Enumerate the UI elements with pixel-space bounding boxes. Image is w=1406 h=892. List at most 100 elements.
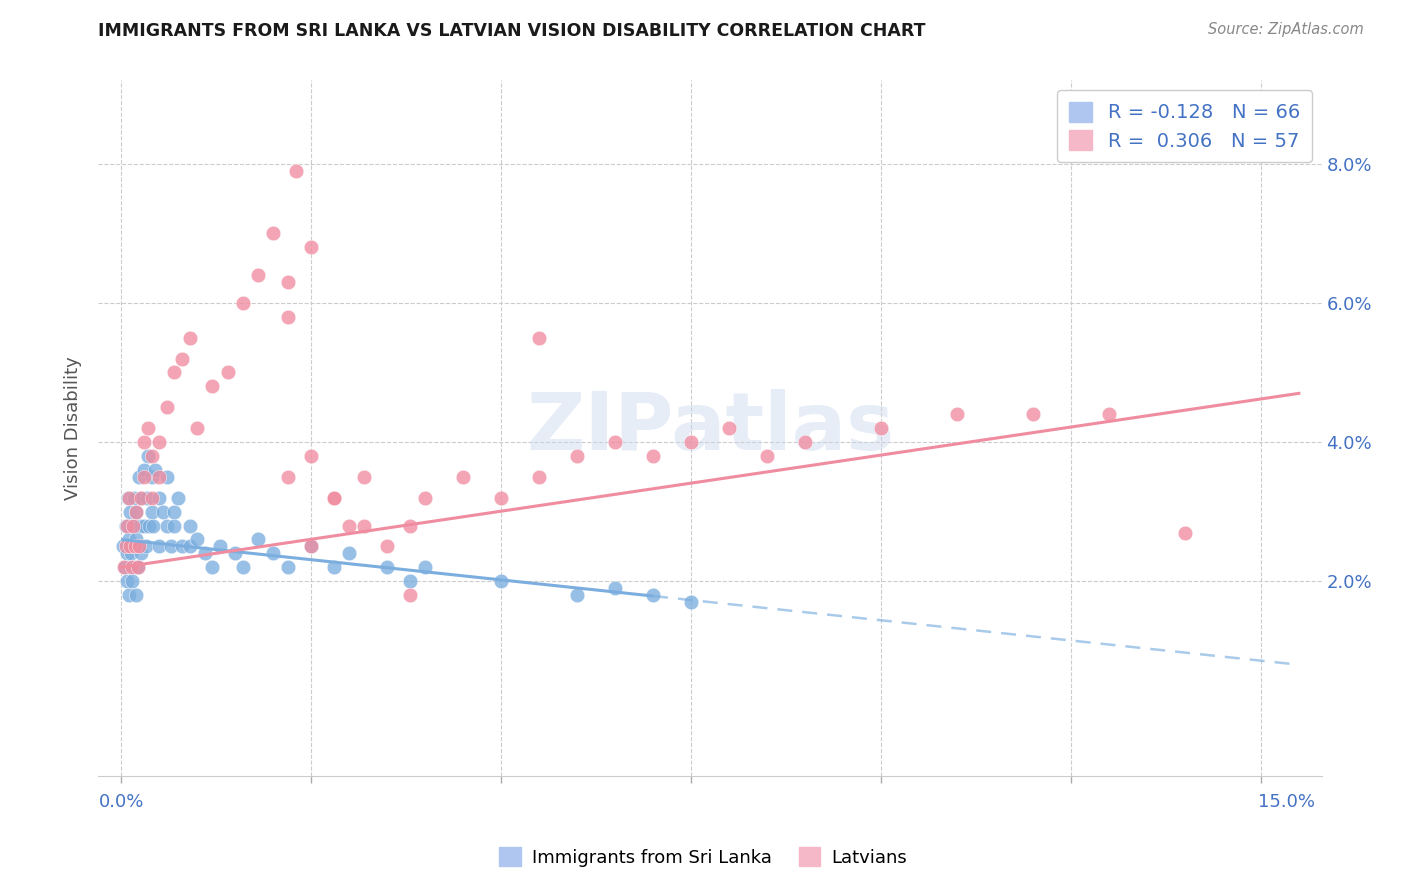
Point [136,491,159,505]
Point [125,505,148,519]
Point [129,546,152,560]
Point [262,227,284,241]
Point [156,401,179,415]
Point [117,518,139,533]
Point [679,595,702,609]
Point [186,533,208,547]
Point [118,491,141,505]
Point [118,533,141,547]
Point [122,518,145,533]
Point [136,421,159,435]
Point [152,505,174,519]
Point [132,470,155,484]
Point [135,540,157,554]
Point [277,470,299,484]
Point [141,491,163,505]
Point [127,560,149,574]
Point [201,379,224,393]
Point [115,546,138,560]
Point [179,518,201,533]
Point [138,518,160,533]
Point [375,540,398,554]
Point [224,546,246,560]
Point [794,435,817,450]
Point [217,366,239,380]
Point [277,310,299,324]
Point [129,518,152,533]
Point [194,546,217,560]
Point [163,518,186,533]
Point [337,546,360,560]
Point [565,588,588,602]
Point [170,351,193,366]
Point [413,560,436,574]
Point [353,518,375,533]
Point [186,421,208,435]
Point [756,449,779,463]
Point [156,518,179,533]
Point [299,540,322,554]
Point [179,331,201,345]
Point [148,491,170,505]
Point [232,560,254,574]
Point [112,540,135,554]
Point [132,463,155,477]
Point [156,470,179,484]
Point [136,449,159,463]
Point [124,560,146,574]
Point [870,421,893,435]
Point [132,518,155,533]
Point [121,560,143,574]
Point [148,470,170,484]
Point [120,546,142,560]
Point [114,518,136,533]
Point [1174,525,1197,540]
Point [603,435,626,450]
Text: IMMIGRANTS FROM SRI LANKA VS LATVIAN VISION DISABILITY CORRELATION CHART: IMMIGRANTS FROM SRI LANKA VS LATVIAN VIS… [98,22,927,40]
Point [132,435,155,450]
Point [337,518,360,533]
Point [145,463,167,477]
Point [141,470,163,484]
Point [128,470,150,484]
Point [232,296,254,310]
Point [118,588,141,602]
Point [122,540,145,554]
Text: Source: ZipAtlas.com: Source: ZipAtlas.com [1208,22,1364,37]
Point [641,588,664,602]
Point [148,540,170,554]
Point [120,540,142,554]
Point [114,560,136,574]
Point [284,163,307,178]
Point [148,435,170,450]
Point [399,574,422,589]
Point [527,331,550,345]
Point [399,588,422,602]
Point [565,449,588,463]
Point [159,540,181,554]
Point [1022,407,1045,421]
Point [246,533,269,547]
Point [118,560,141,574]
Point [163,505,186,519]
Point [117,574,139,589]
Point [125,505,148,519]
Point [141,505,163,519]
Point [299,449,322,463]
Point [603,581,626,595]
Point [246,268,269,282]
Point [179,540,201,554]
Legend: R = -0.128   N = 66, R =  0.306   N = 57: R = -0.128 N = 66, R = 0.306 N = 57 [1057,90,1312,162]
Point [121,518,143,533]
Point [299,240,322,254]
Point [112,560,135,574]
Point [299,540,322,554]
Point [127,560,149,574]
Point [718,421,741,435]
Point [142,518,165,533]
Point [323,491,346,505]
Point [353,470,375,484]
Point [527,470,550,484]
Point [277,275,299,289]
Point [131,491,153,505]
